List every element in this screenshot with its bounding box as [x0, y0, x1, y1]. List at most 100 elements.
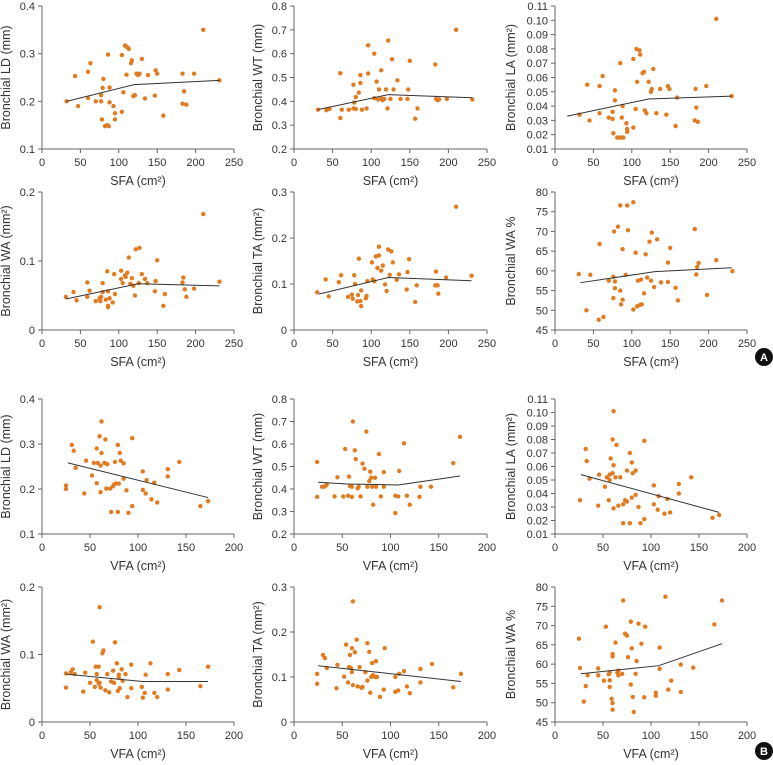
- data-point: [191, 71, 197, 76]
- x-tick-label: 200: [439, 157, 457, 169]
- y-axis-label: Bronchial WA (mm²): [0, 599, 13, 710]
- data-point: [620, 521, 626, 526]
- data-point: [74, 298, 79, 303]
- y-tick-label: 0.4: [272, 484, 287, 496]
- data-point: [177, 667, 182, 673]
- scatter-panel: 0.2 0.3 0.4 0.5 0.6 0.7 0.8 0 50 100 150 200 250 SFA …: [251, 1, 496, 188]
- x-tick-label: 0: [552, 730, 558, 742]
- data-point: [85, 69, 91, 74]
- data-point: [89, 473, 95, 478]
- data-point: [696, 260, 701, 266]
- data-point: [369, 660, 375, 666]
- data-point: [644, 275, 650, 280]
- data-point: [94, 446, 99, 451]
- data-point: [112, 117, 118, 122]
- data-point: [642, 516, 647, 522]
- data-point: [624, 633, 630, 638]
- y-tick-label: 50: [536, 305, 548, 317]
- data-point: [581, 699, 586, 704]
- data-point: [638, 52, 643, 57]
- data-point: [342, 446, 348, 452]
- data-point: [72, 671, 77, 677]
- data-point: [382, 646, 387, 651]
- data-point: [118, 458, 123, 463]
- data-point: [140, 695, 145, 700]
- data-point: [694, 105, 699, 110]
- data-point: [633, 492, 638, 498]
- x-tick-label: 100: [623, 157, 641, 169]
- data-point: [358, 298, 363, 304]
- data-point: [379, 68, 384, 73]
- data-point: [112, 111, 118, 116]
- data-point: [338, 71, 343, 76]
- data-point: [105, 671, 110, 677]
- data-point: [352, 273, 357, 278]
- data-point: [691, 665, 696, 670]
- data-point: [658, 280, 664, 285]
- y-tick-label: 0: [281, 325, 287, 337]
- data-point: [119, 52, 125, 58]
- data-point: [395, 78, 400, 83]
- y-tick-label: 0.07: [527, 58, 548, 70]
- data-point: [349, 669, 355, 675]
- data-point: [704, 83, 709, 89]
- data-point: [99, 117, 105, 122]
- data-point: [597, 83, 602, 89]
- y-tick-label: 0.01: [527, 144, 548, 156]
- data-point: [435, 283, 440, 288]
- data-point: [612, 88, 618, 93]
- x-tick-label: 50: [587, 157, 599, 169]
- scatter-panel: 45 50 55 60 65 70 75 80 0 50 100 150 200 250 SFA (cm²)…: [504, 187, 756, 369]
- data-point: [107, 296, 112, 301]
- data-point: [369, 484, 375, 489]
- data-point: [369, 475, 374, 480]
- x-tick-label: 150: [661, 157, 679, 169]
- data-point: [633, 250, 638, 255]
- x-tick-label: 150: [430, 730, 448, 742]
- data-point: [152, 93, 158, 98]
- data-point: [90, 639, 96, 644]
- data-point: [97, 605, 102, 610]
- y-tick-label: 0.04: [527, 489, 548, 501]
- data-point: [98, 294, 104, 300]
- data-point: [415, 106, 420, 111]
- data-point: [115, 509, 121, 515]
- data-point: [345, 294, 351, 300]
- data-point: [121, 476, 126, 481]
- data-point: [373, 659, 379, 664]
- trend-line: [66, 79, 220, 102]
- data-point: [108, 509, 114, 515]
- data-point: [657, 645, 662, 650]
- data-point: [338, 115, 343, 121]
- data-point: [625, 655, 631, 660]
- data-point: [148, 661, 153, 666]
- data-point: [624, 121, 629, 126]
- data-point: [358, 494, 363, 499]
- data-point: [103, 688, 108, 693]
- data-point: [406, 256, 412, 262]
- data-point: [119, 109, 125, 115]
- data-point: [118, 276, 124, 282]
- data-point: [358, 288, 364, 293]
- data-point: [384, 288, 389, 294]
- data-point: [162, 291, 168, 297]
- data-point: [404, 684, 410, 689]
- data-point: [634, 658, 639, 664]
- data-point: [576, 636, 582, 641]
- data-point: [401, 668, 407, 674]
- data-point: [85, 294, 90, 300]
- x-axis-label: VFA (cm²): [623, 559, 679, 573]
- data-point: [633, 106, 638, 112]
- data-point: [404, 493, 410, 498]
- data-point: [180, 280, 185, 285]
- badge-a-label: A: [760, 352, 768, 364]
- data-point: [98, 92, 104, 98]
- data-point: [444, 96, 450, 102]
- data-point: [364, 293, 369, 299]
- data-point: [323, 277, 328, 282]
- data-point: [631, 307, 636, 312]
- data-point: [142, 96, 148, 101]
- data-point: [730, 269, 735, 274]
- data-point: [614, 442, 619, 448]
- x-tick-label: 200: [478, 730, 496, 742]
